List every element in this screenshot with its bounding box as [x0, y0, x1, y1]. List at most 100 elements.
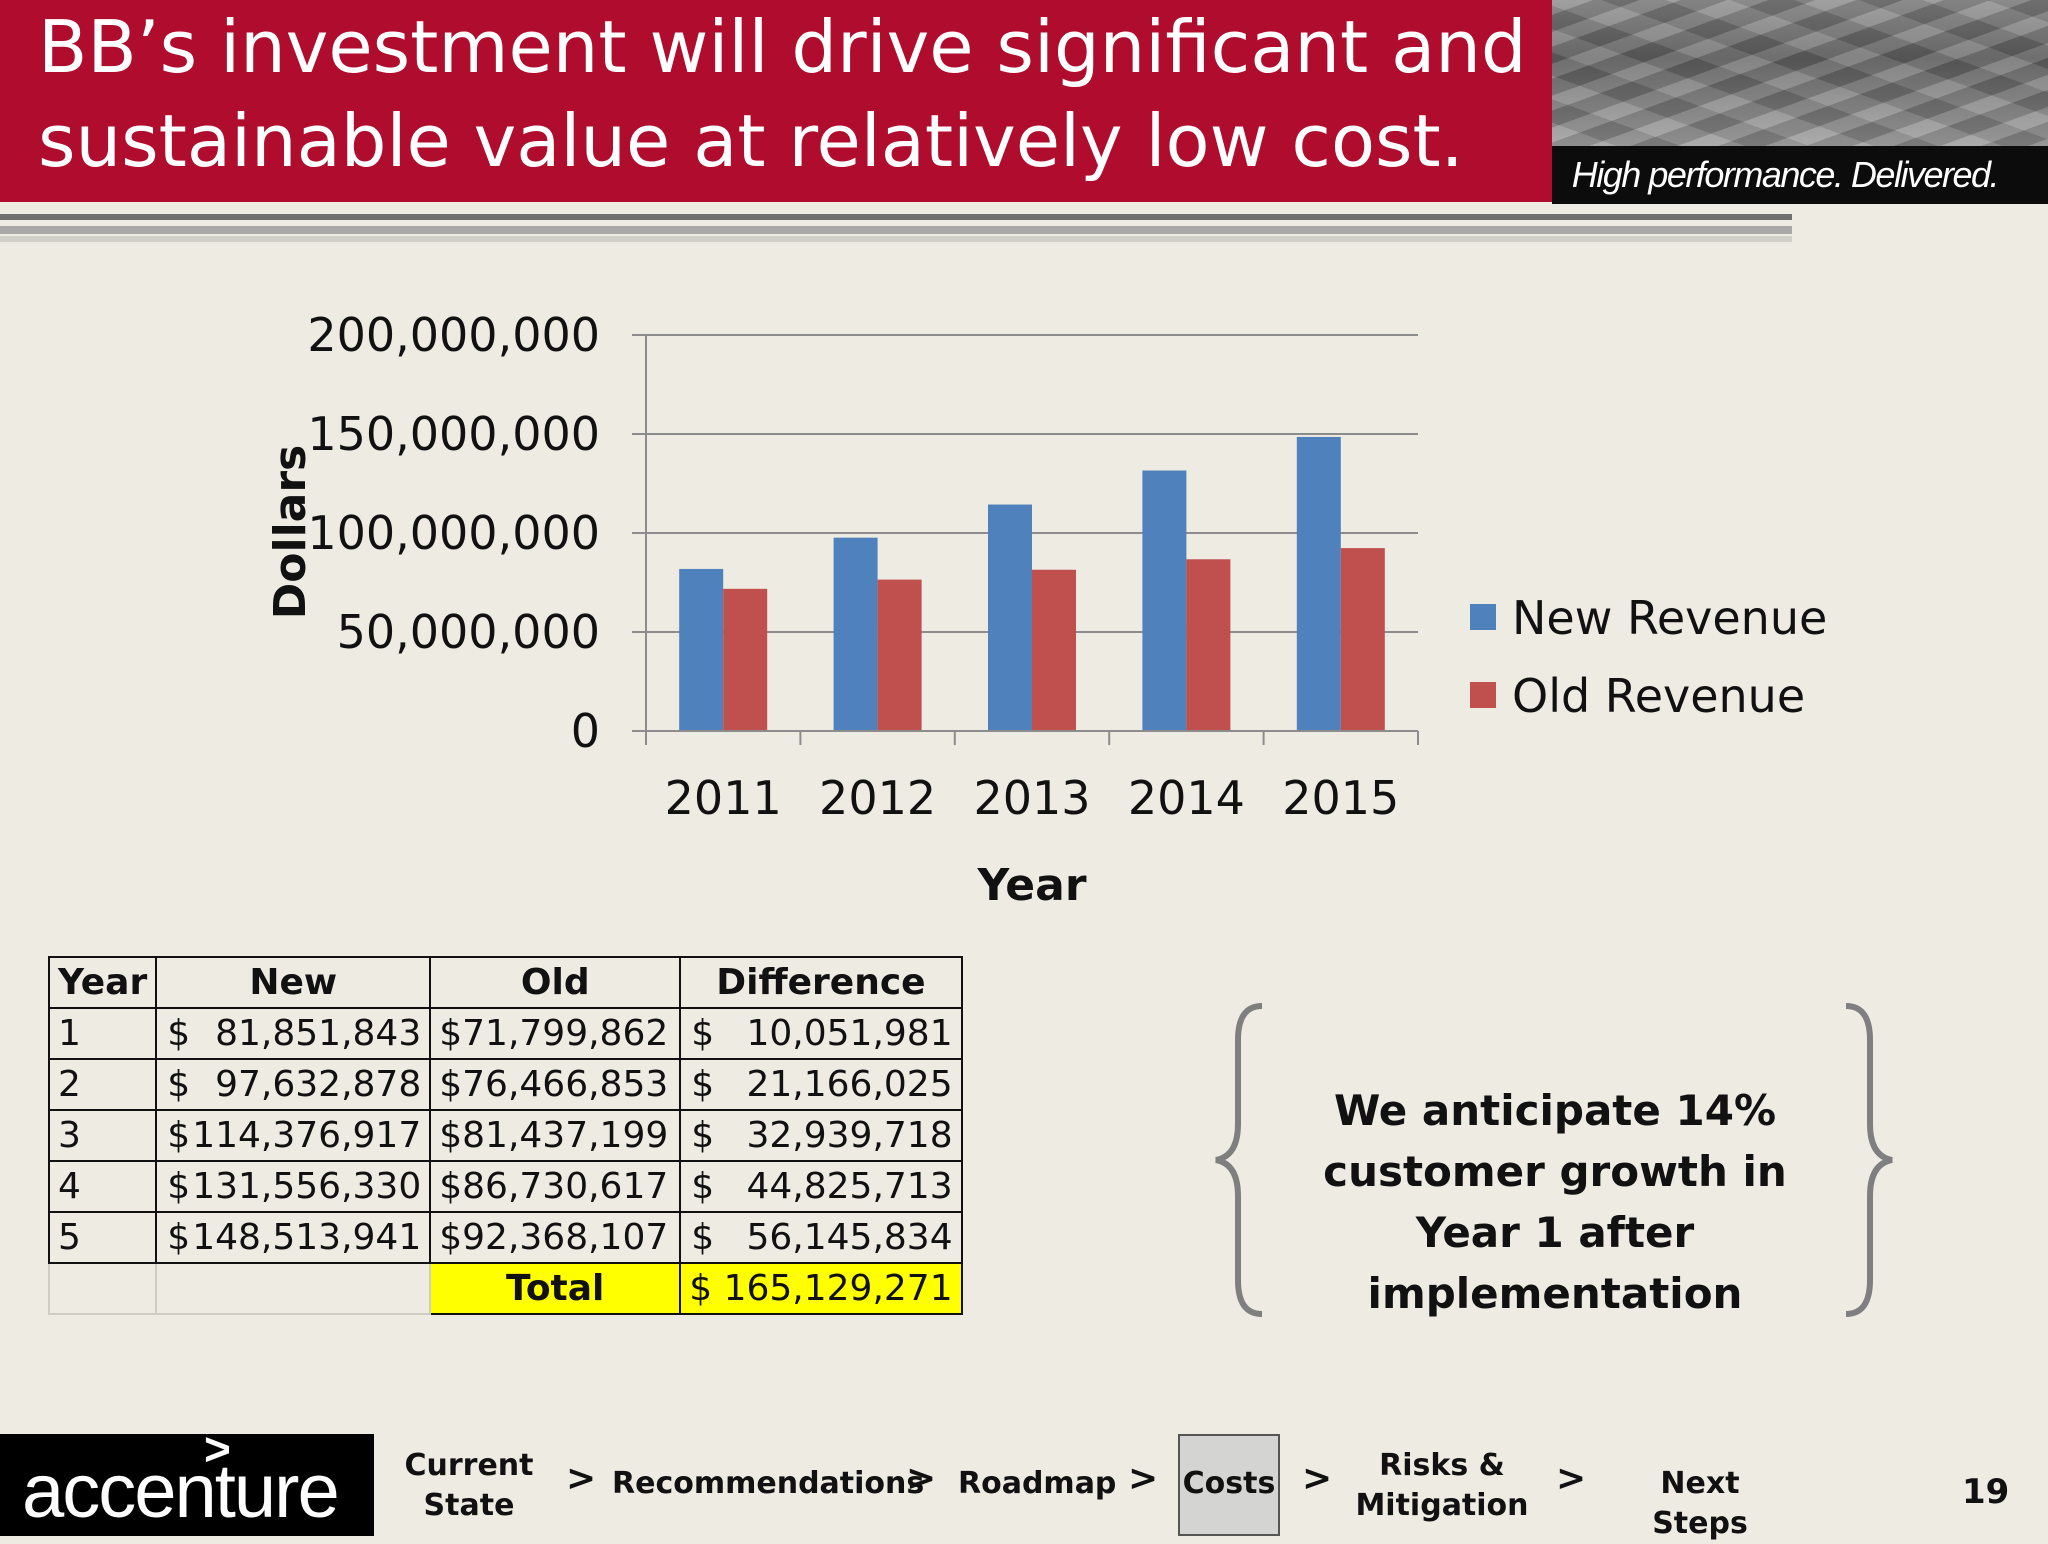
nav-separator-icon: >: [906, 1458, 937, 1499]
bar-old-revenue-2014: [1186, 559, 1231, 731]
col-header-year: Year: [47, 956, 158, 1009]
table-cell-year: 4: [47, 1160, 158, 1213]
accenture-logo: > accenture: [0, 1423, 374, 1536]
table-cell-old: $71,799,862: [429, 1007, 682, 1060]
currency-symbol: $: [167, 1013, 191, 1054]
nav-costs[interactable]: Costs: [1182, 1466, 1276, 1501]
currency-symbol: $: [691, 1217, 715, 1258]
chart-bars: [679, 436, 1385, 731]
chart-axes: [632, 334, 1419, 745]
table-total-row: Total $ 165,129,271: [47, 1262, 963, 1315]
logo-text: accenture: [22, 1449, 340, 1534]
x-axis-title: Year: [976, 860, 1086, 911]
header-divider-shadow: [0, 226, 1792, 234]
nav-active-highlight: [1178, 1434, 1280, 1536]
table-cell-new: $114,376,917: [155, 1109, 432, 1162]
table-row: 1 $81,851,843 $71,799,862 $10,051,981: [47, 1007, 963, 1060]
currency-symbol: $: [691, 1166, 715, 1207]
total-label: Total: [429, 1262, 682, 1315]
cell-value: 32,939,718: [746, 1115, 953, 1156]
logo-chevron-icon: >: [204, 1423, 231, 1475]
left-brace-icon: [1215, 1003, 1263, 1317]
bar-old-revenue-2015: [1340, 548, 1385, 731]
x-tick-label: 2014: [1128, 771, 1245, 825]
cell-value: 131,556,330: [192, 1166, 422, 1207]
currency-symbol: $: [167, 1064, 191, 1105]
y-tick-label: 0: [571, 704, 600, 758]
y-tick-label: 50,000,000: [337, 605, 600, 659]
x-tick-label: 2012: [819, 771, 936, 825]
currency-symbol: $: [167, 1217, 191, 1258]
cell-value: 10,051,981: [746, 1013, 953, 1054]
bar-new-revenue-2015: [1296, 436, 1341, 731]
nav-risks-mitigation[interactable]: Risks & Mitigation: [1355, 1448, 1529, 1523]
table-cell-old: $76,466,853: [429, 1058, 682, 1111]
table-cell-diff: $56,145,834: [679, 1211, 963, 1264]
table-row: 3 $114,376,917 $81,437,199 $32,939,718: [47, 1109, 963, 1162]
col-header-old: Old: [429, 956, 682, 1009]
y-axis-ticks: 0 50,000,000 100,000,000 150,000,000 200,000…: [307, 308, 600, 758]
table-cell-empty: [47, 1262, 158, 1315]
table-row: 4 $131,556,330 $86,730,617 $44,825,713: [47, 1160, 963, 1213]
currency-symbol: $: [691, 1115, 715, 1156]
table-row: 2 $97,632,878 $76,466,853 $21,166,025: [47, 1058, 963, 1111]
y-axis-title: Dollars: [265, 445, 316, 620]
bar-new-revenue-2011: [679, 568, 724, 731]
title-banner: BB’s investment will drive significant a…: [0, 0, 1552, 202]
col-header-difference: Difference: [679, 956, 963, 1009]
nav-current-state[interactable]: Current State: [404, 1448, 534, 1523]
table-cell-new: $131,556,330: [155, 1160, 432, 1213]
col-header-new: New: [155, 956, 432, 1009]
cell-value: 21,166,025: [746, 1064, 953, 1105]
bar-old-revenue-2011: [723, 588, 768, 731]
nav-separator-icon: >: [1302, 1458, 1333, 1499]
legend-swatch-new: [1470, 604, 1496, 630]
growth-callout: We anticipate 14% customer growth in Yea…: [1210, 1000, 1900, 1320]
nav-recommendations[interactable]: Recommendations: [612, 1466, 925, 1501]
y-tick-label: 100,000,000: [307, 506, 600, 560]
bar-old-revenue-2012: [877, 579, 922, 731]
currency-symbol: $: [167, 1166, 191, 1207]
tagline: High performance. Delivered.: [1571, 154, 2000, 195]
table-cell-diff: $44,825,713: [679, 1160, 963, 1213]
table-cell-year: 2: [47, 1058, 158, 1111]
table-cell-old: $81,437,199: [429, 1109, 682, 1162]
header-divider-highlight: [0, 236, 1792, 242]
table-cell-empty: [155, 1262, 432, 1315]
currency-symbol: $: [167, 1115, 191, 1156]
header-divider: [0, 214, 1792, 220]
table-cell-new: $97,632,878: [155, 1058, 432, 1111]
legend-label-new: New Revenue: [1512, 591, 1827, 645]
bar-new-revenue-2013: [988, 504, 1032, 731]
nav-next-steps[interactable]: Next Steps: [1652, 1466, 1748, 1541]
table-cell-old: $86,730,617: [429, 1160, 682, 1213]
table-cell-year: 1: [47, 1007, 158, 1060]
tagline-banner: High performance. Delivered.: [1552, 146, 2048, 204]
nav-roadmap[interactable]: Roadmap: [958, 1466, 1117, 1501]
x-tick-label: 2011: [665, 771, 782, 825]
bar-old-revenue-2013: [1032, 569, 1076, 731]
table-cell-year: 3: [47, 1109, 158, 1162]
y-tick-label: 200,000,000: [307, 308, 600, 362]
callout-text: We anticipate 14% customer growth in Yea…: [1323, 1086, 1787, 1318]
legend-swatch-old: [1470, 682, 1496, 708]
bar-new-revenue-2014: [1142, 470, 1187, 731]
chart-legend: New Revenue Old Revenue: [1470, 591, 1827, 723]
table-cell-old: $92,368,107: [429, 1211, 682, 1264]
page-number: 19: [1962, 1472, 2010, 1512]
right-brace-icon: [1845, 1003, 1893, 1317]
cell-value: 81,851,843: [215, 1013, 422, 1054]
callout-braces: [1215, 1003, 1893, 1317]
slide-title: BB’s investment will drive significant a…: [38, 5, 1527, 183]
y-tick-label: 150,000,000: [307, 407, 600, 461]
nav-separator-icon: >: [566, 1458, 597, 1499]
revenue-table: Year New Old Difference 1 $81,851,843 $71,…: [47, 956, 963, 1315]
header-photo: [1552, 0, 2048, 146]
nav-separator-icon: >: [1128, 1458, 1159, 1499]
x-axis-ticks: 2011 2012 2013 2014 2015: [665, 771, 1400, 825]
cell-value: 114,376,917: [192, 1115, 422, 1156]
revenue-bar-chart: 0 50,000,000 100,000,000 150,000,000 200,000…: [265, 308, 1827, 911]
table-row: 5 $148,513,941 $92,368,107 $56,145,834: [47, 1211, 963, 1264]
table-cell-year: 5: [47, 1211, 158, 1264]
table-cell-new: $148,513,941: [155, 1211, 432, 1264]
